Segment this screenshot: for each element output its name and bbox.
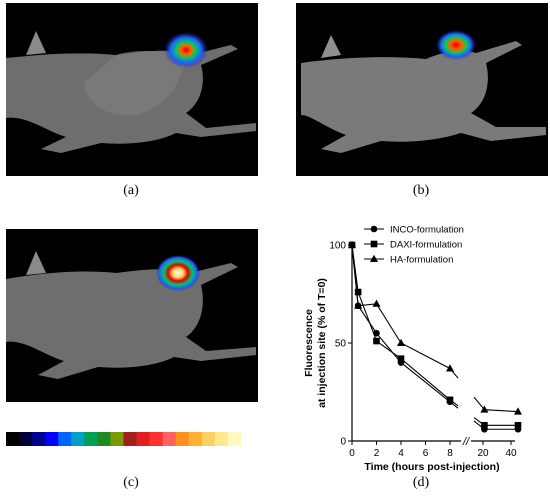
y-axis-label-line2: at injection site (% of T=0) [316,278,328,408]
x-tick-label: 4 [398,448,404,459]
legend-label: DAXI-formulation [390,240,462,251]
data-point-square [446,396,454,404]
legend-label: HA-formulation [390,255,453,266]
data-point-triangle [370,254,378,262]
y-tick-label: 0 [340,437,346,448]
x-axis-label: Time (hours post-injection) [364,461,499,473]
mouse-image-b [301,30,546,153]
caption-b: (b) [412,183,430,198]
data-point-square [348,241,356,249]
triangle-series-line-break-left [449,368,459,379]
y-tick-label: 100 [329,241,346,252]
data-point-circle [481,425,488,433]
colorbar-segment [110,432,125,446]
fluorescence-image-a [6,3,258,176]
data-point-square [373,337,380,345]
colorbar-segment [97,432,112,446]
triangle-series-line-break-right [473,396,485,410]
colorbar-segment [32,432,46,446]
circle-series-line-break-left [449,401,459,409]
data-point-triangle [480,405,489,413]
square-series-line [351,244,451,401]
colorbar-segment [45,432,59,446]
circle-series-line [351,244,451,403]
colorbar-segment [175,432,190,446]
x-axis-break: // [462,436,470,448]
colorbar-segment [84,432,98,446]
data-point-triangle [372,299,381,307]
data-point-square [481,422,488,429]
data-point-triangle [446,364,454,372]
colorbar-segment [240,432,254,446]
triangle-series-line [351,244,451,369]
fluorescence-image-b [296,3,548,176]
x-tick-label: 6 [423,448,429,459]
colorbar-segment [6,432,20,446]
data-point-square [397,355,405,362]
x-tick-label: 0 [349,448,355,459]
x-tick-label: 2 [374,448,380,459]
colorbar-segment [201,432,216,446]
colorbar-segment [123,432,138,446]
caption-c: (c) [123,475,139,490]
triangle-series-line-right [484,409,519,413]
colorbar-segment [162,432,177,446]
y-axis-label-line1: Fluorescence [303,309,315,377]
fluorescence-image-c [6,229,258,402]
colorbar-segment [71,432,85,446]
data-point-square [370,240,378,248]
chart-legend: INCO-formulation DAXI-formulation HA-formu… [364,225,464,266]
x-tick-label: 20 [477,448,489,459]
data-point-circle [354,302,362,310]
data-point-circle [514,425,522,433]
legend-label: INCO-formulation [390,225,464,236]
colorbar-segment [149,432,164,446]
data-point-square [514,422,522,429]
x-tick-label: 40 [505,448,517,459]
x-tick-label: 8 [447,448,453,459]
data-point-triangle [514,407,522,415]
colorbar-segment [136,432,151,446]
data-point-triangle [397,338,405,346]
y-tick-label: 50 [335,339,347,350]
square-series-line-break-left [449,399,459,407]
data-point-circle [348,241,356,249]
chart-series [348,240,522,433]
data-point-circle [373,329,380,337]
mouse-image-a [6,31,256,153]
caption-d: (d) [412,475,430,490]
colorbar-segment [227,432,242,446]
circle-series-line-break-right [473,420,485,430]
data-point-circle [370,225,378,233]
intensity-colorbar [6,432,254,446]
square-series-line-break-right [473,417,485,426]
colorbar-segment [19,432,33,446]
data-point-triangle [348,240,356,248]
colorbar-segment [188,432,203,446]
caption-a: (a) [123,183,139,198]
data-point-circle [446,398,454,406]
mouse-image-c [6,251,256,379]
colorbar-segment [58,432,72,446]
data-point-circle [397,359,405,366]
chart-axes: // 0 50 100 0 2 4 6 8 20 40 [329,241,517,460]
colorbar-segment [214,432,229,446]
data-point-square [354,288,362,296]
data-point-triangle [354,301,363,309]
